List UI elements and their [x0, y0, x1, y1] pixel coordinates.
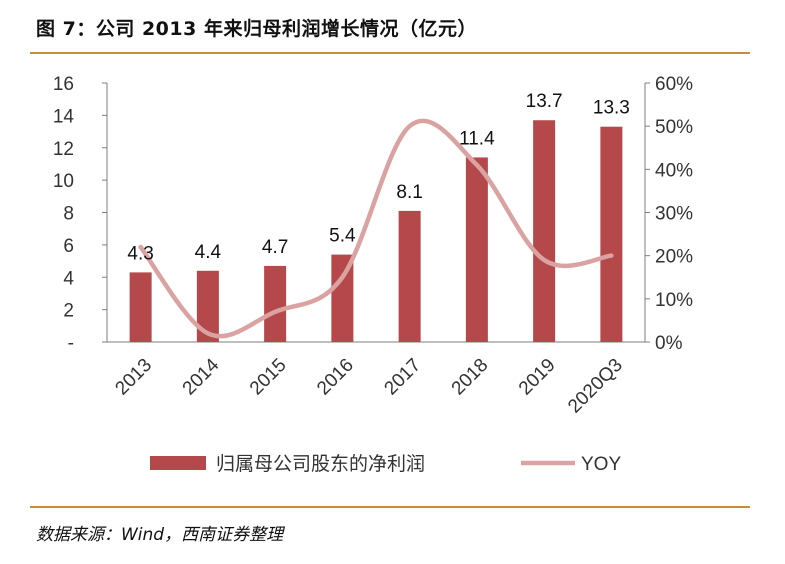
x-tick-label: 2013 — [111, 355, 156, 400]
legend-swatch-bar — [150, 456, 206, 470]
right-tick-label: 10% — [655, 290, 693, 311]
left-tick-label: 2 — [63, 301, 74, 322]
left-tick-label: 12 — [53, 139, 74, 160]
right-tick-label: 50% — [655, 117, 693, 138]
bar-value-label: 8.1 — [396, 182, 422, 203]
left-tick-label: - — [68, 333, 74, 354]
bottom-rule — [30, 506, 750, 508]
bar — [398, 210, 421, 342]
x-tick-label: 2014 — [179, 354, 224, 399]
source-note: 数据来源：Wind，西南证券整理 — [36, 525, 284, 545]
bar-value-label: 4.4 — [195, 242, 222, 263]
bar-value-label: 13.7 — [526, 91, 563, 112]
bar — [196, 270, 219, 342]
bar-value-label: 4.7 — [262, 237, 288, 258]
left-tick-label: 8 — [63, 204, 74, 225]
right-tick-label: 30% — [655, 204, 693, 225]
x-tick-label: 2020Q3 — [564, 355, 627, 418]
figure-title: 图 7：公司 2013 年来归母利润增长情况（亿元） — [36, 18, 477, 40]
x-tick-label: 2015 — [246, 355, 291, 400]
bar — [600, 126, 623, 342]
legend-label-bar: 归属母公司股东的净利润 — [216, 453, 425, 475]
x-tick-label: 2016 — [313, 355, 358, 400]
right-tick-label: 40% — [655, 160, 693, 181]
yoy-line — [138, 118, 614, 339]
bar — [465, 157, 488, 342]
bar-value-label: 4.3 — [127, 243, 153, 264]
bar — [264, 265, 287, 342]
x-tick-label: 2019 — [515, 355, 560, 400]
x-tick-label: 2018 — [448, 355, 493, 400]
bar — [129, 272, 152, 342]
right-tick-label: 60% — [655, 74, 693, 95]
top-rule — [30, 52, 750, 54]
right-tick-label: 0% — [655, 333, 683, 354]
bar-value-label: 13.3 — [593, 98, 630, 119]
legend-label-line: YOY — [581, 454, 621, 475]
bar — [331, 254, 354, 342]
left-tick-label: 14 — [53, 106, 75, 127]
left-tick-label: 6 — [63, 236, 74, 257]
right-tick-label: 20% — [655, 247, 693, 268]
left-tick-label: 10 — [53, 171, 74, 192]
x-tick-label: 2017 — [380, 355, 425, 400]
bar-value-label: 11.4 — [459, 128, 495, 149]
left-tick-label: 16 — [53, 74, 74, 95]
bar-value-label: 5.4 — [329, 226, 356, 247]
bar — [533, 120, 556, 342]
left-tick-label: 4 — [63, 268, 74, 289]
